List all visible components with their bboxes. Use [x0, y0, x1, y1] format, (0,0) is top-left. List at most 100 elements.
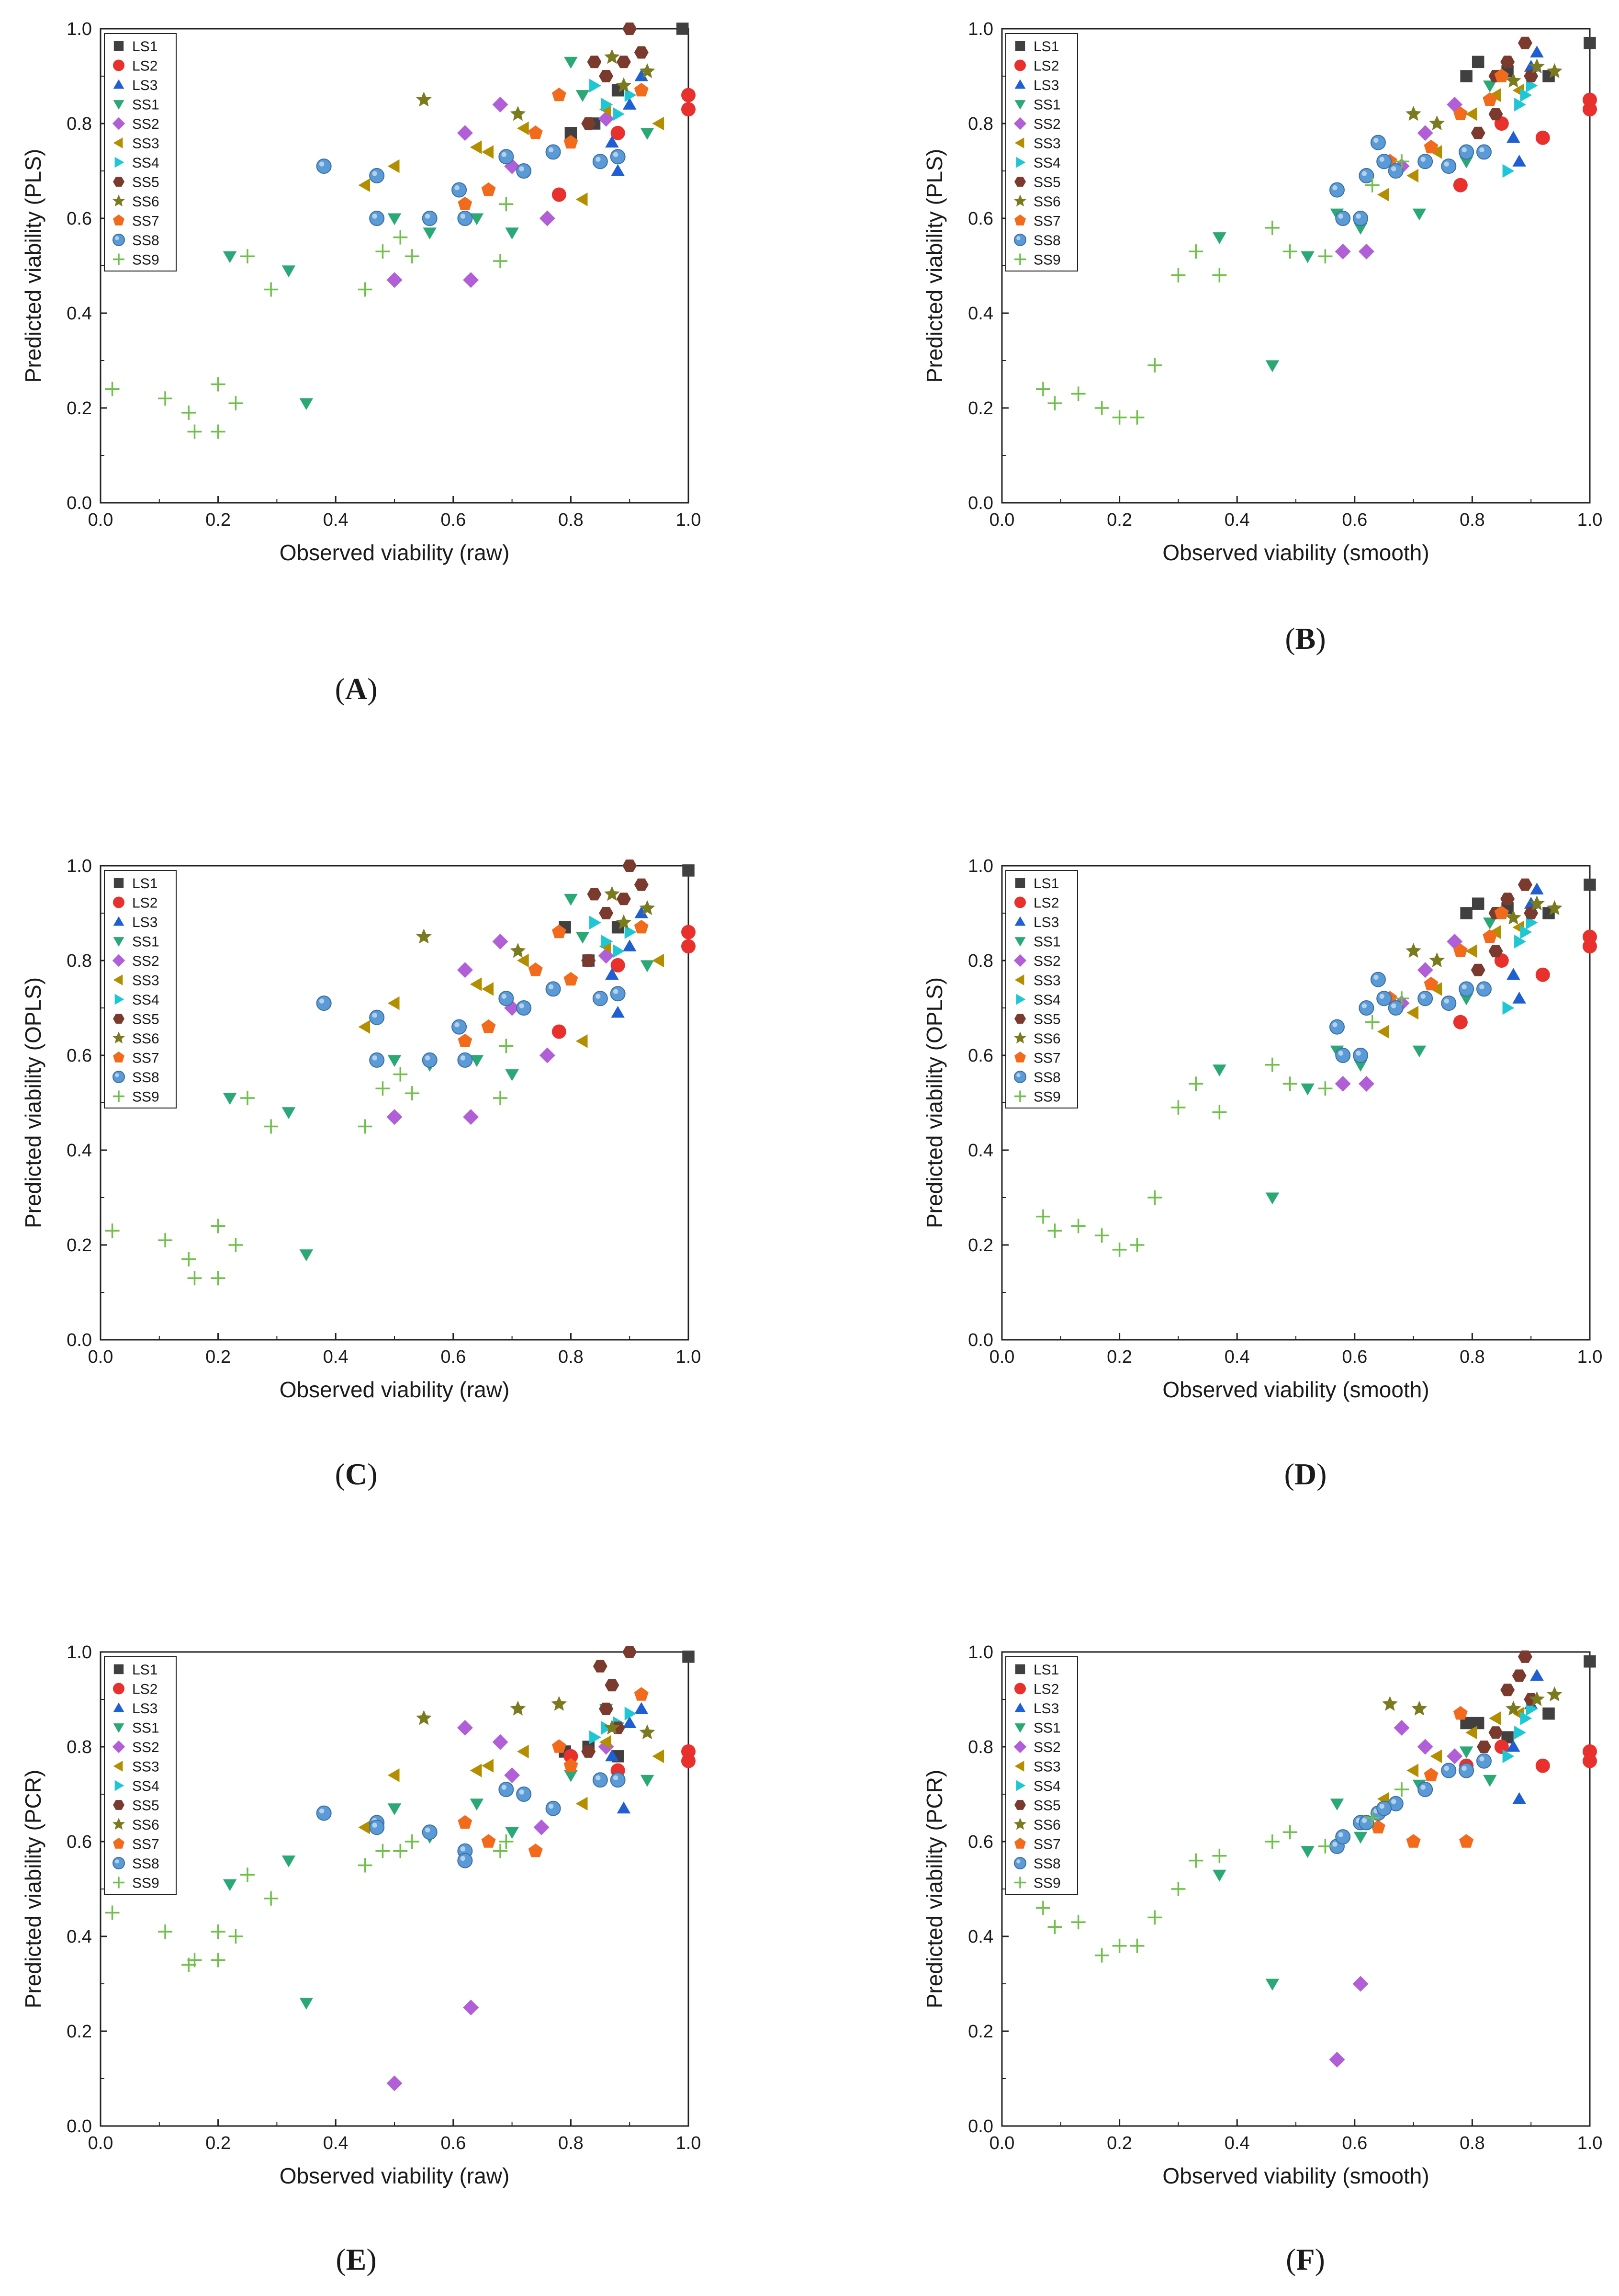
- data-point: [528, 1844, 543, 1857]
- data-point: [228, 396, 243, 410]
- legend-marker-highlight: [115, 236, 119, 240]
- x-axis-title: Observed viability (raw): [280, 1377, 510, 1402]
- data-point: [1477, 1741, 1491, 1753]
- data-point: [388, 996, 400, 1010]
- data-point: [1483, 917, 1497, 929]
- data-point-highlight: [372, 1823, 377, 1828]
- data-point: [1389, 1001, 1403, 1015]
- legend-label: SS6: [1034, 1817, 1061, 1833]
- y-tick-label: 0.2: [67, 398, 92, 418]
- data-point-highlight: [1444, 1766, 1450, 1771]
- panel-label: (C): [335, 1457, 378, 1491]
- series-ss9: [1036, 154, 1409, 425]
- data-point: [611, 986, 625, 1001]
- data-point: [505, 227, 519, 239]
- data-point: [375, 1844, 390, 1858]
- data-point: [1459, 1834, 1473, 1847]
- series-ss8: [1330, 136, 1491, 226]
- data-point: [1507, 968, 1520, 980]
- data-point: [1418, 1782, 1432, 1797]
- panel-label: (D): [1284, 1457, 1327, 1491]
- legend: LS1LS2LS3SS1SS2SS3SS4SS5SS6SS7SS8SS9: [104, 1657, 176, 1894]
- data-point: [282, 1855, 296, 1867]
- data-point-highlight: [1391, 1799, 1396, 1804]
- data-point: [1424, 140, 1439, 153]
- legend-label: SS3: [132, 1759, 159, 1775]
- legend-label: SS5: [1034, 175, 1061, 191]
- x-tick-label: 0.2: [205, 510, 231, 530]
- data-point: [458, 211, 472, 226]
- legend-label: SS2: [1034, 116, 1061, 132]
- data-point: [1301, 1846, 1315, 1858]
- legend-label: SS5: [132, 1798, 159, 1814]
- legend-label: LS3: [132, 1701, 157, 1717]
- legend-marker: [114, 878, 124, 888]
- data-point: [105, 1906, 120, 1920]
- data-point: [1335, 1076, 1351, 1092]
- y-axis-title: Predicted viability (PCR): [922, 1770, 947, 2008]
- data-point: [1377, 188, 1389, 202]
- data-point: [452, 183, 466, 197]
- data-point: [1359, 244, 1374, 260]
- series-ss6: [1382, 1686, 1563, 1716]
- data-point: [1459, 145, 1473, 159]
- chart-panel-d: 0.0 0.2 0.4 0.6 0.8 1.0 0.0 0.2 0.4 0.6 0.8 1.0 Obse…: [922, 856, 1602, 1491]
- plot-frame: [1002, 29, 1590, 503]
- legend-label: SS5: [132, 175, 159, 191]
- data-point: [1471, 127, 1485, 139]
- legend-marker: [1014, 1071, 1026, 1083]
- data-point: [1413, 1046, 1427, 1058]
- x-tick-label: 1.0: [1577, 510, 1603, 530]
- data-point: [517, 954, 529, 968]
- data-point: [598, 111, 614, 127]
- data-point: [613, 107, 625, 121]
- data-point: [1329, 2052, 1345, 2068]
- data-point: [158, 1233, 172, 1247]
- data-point: [576, 932, 590, 944]
- data-point: [1336, 1048, 1350, 1063]
- data-point-highlight: [1462, 984, 1467, 990]
- x-axis-title: Observed viability (raw): [280, 2163, 510, 2188]
- data-point: [1477, 145, 1491, 159]
- data-point: [1359, 169, 1373, 183]
- y-tick-label: 0.6: [67, 209, 92, 229]
- data-point: [1429, 115, 1445, 130]
- data-point: [458, 1053, 472, 1067]
- x-axis-title: Observed viability (smooth): [1162, 1377, 1429, 1402]
- data-point: [1584, 1655, 1596, 1668]
- legend-marker: [114, 41, 124, 51]
- data-point: [681, 939, 696, 953]
- data-point: [1536, 131, 1550, 145]
- data-point: [423, 227, 437, 239]
- data-point: [470, 977, 482, 991]
- data-point-highlight: [1462, 1766, 1467, 1771]
- legend-marker: [114, 1664, 124, 1674]
- data-point: [641, 128, 654, 140]
- data-point: [587, 888, 602, 900]
- data-point: [264, 283, 278, 297]
- data-point: [317, 159, 331, 173]
- legend: LS1LS2LS3SS1SS2SS3SS4SS5SS6SS7SS8SS9: [1006, 871, 1078, 1108]
- data-point: [393, 230, 407, 245]
- legend-marker: [113, 1071, 124, 1083]
- y-tick-label: 0.2: [968, 398, 993, 418]
- legend-label: SS2: [132, 1740, 159, 1755]
- data-point: [1189, 1076, 1203, 1091]
- data-point: [546, 1801, 561, 1816]
- data-point-highlight: [1479, 147, 1484, 153]
- data-point-highlight: [454, 1022, 460, 1028]
- data-point: [552, 188, 566, 202]
- data-point: [589, 79, 601, 93]
- data-point-highlight: [549, 147, 554, 153]
- data-point: [681, 925, 696, 939]
- x-tick-label: 0.6: [1342, 1347, 1367, 1367]
- y-tick-label: 0.8: [968, 114, 993, 134]
- data-point: [499, 197, 513, 211]
- data-point: [358, 1821, 370, 1834]
- data-point: [300, 398, 314, 410]
- data-point: [1189, 244, 1203, 259]
- data-point: [593, 154, 607, 169]
- x-tick-label: 0.2: [205, 2133, 231, 2153]
- legend-label: SS7: [1034, 214, 1061, 229]
- data-point: [1113, 1243, 1127, 1257]
